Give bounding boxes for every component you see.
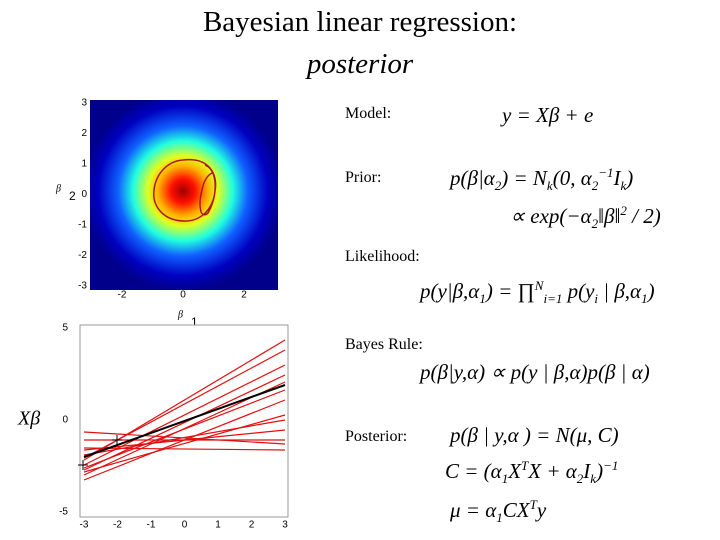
y-tick-label: 0 — [62, 415, 68, 426]
equation: ∝ exp(−α2‖β‖2 / 2) — [510, 203, 661, 232]
equation: p(β | y,α ) = N(μ, C) — [450, 423, 619, 448]
heatmap — [90, 100, 278, 290]
equation-part: ) — [596, 459, 604, 483]
equation-part: −1 — [603, 458, 619, 473]
equation-part: T — [521, 458, 529, 473]
equation-part: y = Xβ + e — [502, 103, 594, 127]
y-axis-label-sub: 2 — [69, 189, 76, 203]
equation-part: −1 — [598, 165, 614, 180]
row-label: Prior: — [345, 169, 382, 186]
x-tick-label: -3 — [80, 520, 89, 531]
equation-part: p(y|β,α — [420, 279, 480, 303]
subtitle: posterior — [306, 48, 414, 80]
regression-plot: 5 0 -5 -3 -2 -1 0 1 2 3 Xβ — [17, 323, 289, 531]
equation-part: 2 — [576, 471, 584, 487]
y-tick-label: -5 — [59, 507, 68, 518]
equation-part: | β,α — [598, 279, 642, 303]
y-axis-label: β — [55, 183, 61, 194]
equation-part: ) — [647, 279, 655, 303]
equation-part: 2 — [591, 216, 599, 232]
equation-part: (0, α — [552, 166, 592, 190]
equation-part: p(y — [562, 279, 595, 303]
equation: C = (α1XTX + α2Ik)−1 — [445, 458, 618, 487]
equation-part: k — [590, 471, 597, 487]
y-tick-label: 0 — [81, 189, 87, 200]
y-tick-label: -1 — [78, 220, 87, 231]
x-tick-label: 3 — [282, 520, 288, 531]
y-tick-label: 1 — [81, 159, 87, 170]
x-tick-label: 0 — [180, 290, 186, 301]
equation-part: p(β|α — [450, 166, 495, 190]
row-label: Likelihood: — [345, 248, 420, 265]
equation: y = Xβ + e — [502, 103, 593, 128]
data-points — [78, 435, 122, 470]
equation-part: ∝ exp(−α — [510, 204, 592, 228]
y-tick-label: 3 — [81, 98, 87, 109]
equation-part: ) = ∏ — [485, 279, 535, 303]
equation: p(y|β,α1) = ∏Ni=1 p(yi | β,α1) — [420, 278, 655, 307]
equation-part: 1 — [501, 471, 509, 487]
row-label: Posterior: — [345, 428, 408, 445]
equation: p(β|y,α) ∝ p(y | β,α)p(β | α) — [420, 360, 650, 385]
row-label: Model: — [345, 105, 392, 122]
equation-part: i — [594, 291, 599, 307]
equation-part: μ = α — [450, 498, 497, 522]
equation: μ = α1CXTy — [450, 497, 546, 526]
y-tick-label: -2 — [78, 250, 87, 261]
equation-part: p(β | y,α ) = N(μ, C) — [450, 423, 619, 447]
equation-part: ) = N — [501, 166, 547, 190]
x-axis-label: β — [177, 309, 183, 320]
title: Bayesian linear regression: — [202, 6, 518, 38]
x-tick-label: 2 — [249, 520, 255, 531]
equation-part: k — [546, 178, 553, 194]
equation-part: X — [508, 459, 522, 483]
x-tick-label: -2 — [118, 290, 127, 301]
y-tick-label: 5 — [62, 323, 68, 334]
equation-part: 2 — [494, 178, 502, 194]
equation-part: i=1 — [543, 291, 563, 307]
y-tick-label: 2 — [81, 128, 87, 139]
likelihood-contour — [153, 159, 217, 222]
equation-part: 2 — [620, 203, 627, 218]
equation-part: y — [536, 498, 547, 522]
equation: p(β|α2) = Nk(0, α2−1Ik) — [450, 165, 633, 194]
sample-lines — [83, 339, 286, 481]
equation-part: N — [534, 278, 544, 293]
equation-part: / 2) — [626, 204, 661, 228]
equation-part: I — [613, 166, 621, 190]
x-tick-label: 1 — [215, 520, 221, 531]
equation-part: k — [620, 178, 627, 194]
equation-part: 1 — [479, 291, 486, 307]
equation-part: ‖β‖ — [598, 204, 621, 228]
y-tick-label: -3 — [78, 281, 87, 292]
x-tick-label: -1 — [147, 520, 156, 531]
x-axis-label-sub: 1 — [191, 315, 198, 329]
equation-part: 2 — [591, 178, 599, 194]
equation-part: ) — [626, 166, 634, 190]
equation-part: 1 — [496, 510, 503, 526]
equation-part: I — [583, 459, 591, 483]
x-tick-label: 0 — [182, 520, 188, 531]
row-label: Bayes Rule: — [345, 336, 423, 353]
equation-part: C = (α — [445, 459, 502, 483]
x-tick-label: 2 — [241, 290, 247, 301]
equation-part: T — [529, 497, 537, 512]
equation-part: p(β|y,α) ∝ p(y | β,α)p(β | α) — [420, 360, 650, 384]
y-axis-label: Xβ — [17, 408, 40, 430]
x-tick-label: -2 — [113, 520, 122, 531]
equation-part: X + α — [528, 459, 577, 483]
equation-part: 1 — [641, 291, 648, 307]
equation-part: CX — [502, 498, 530, 522]
